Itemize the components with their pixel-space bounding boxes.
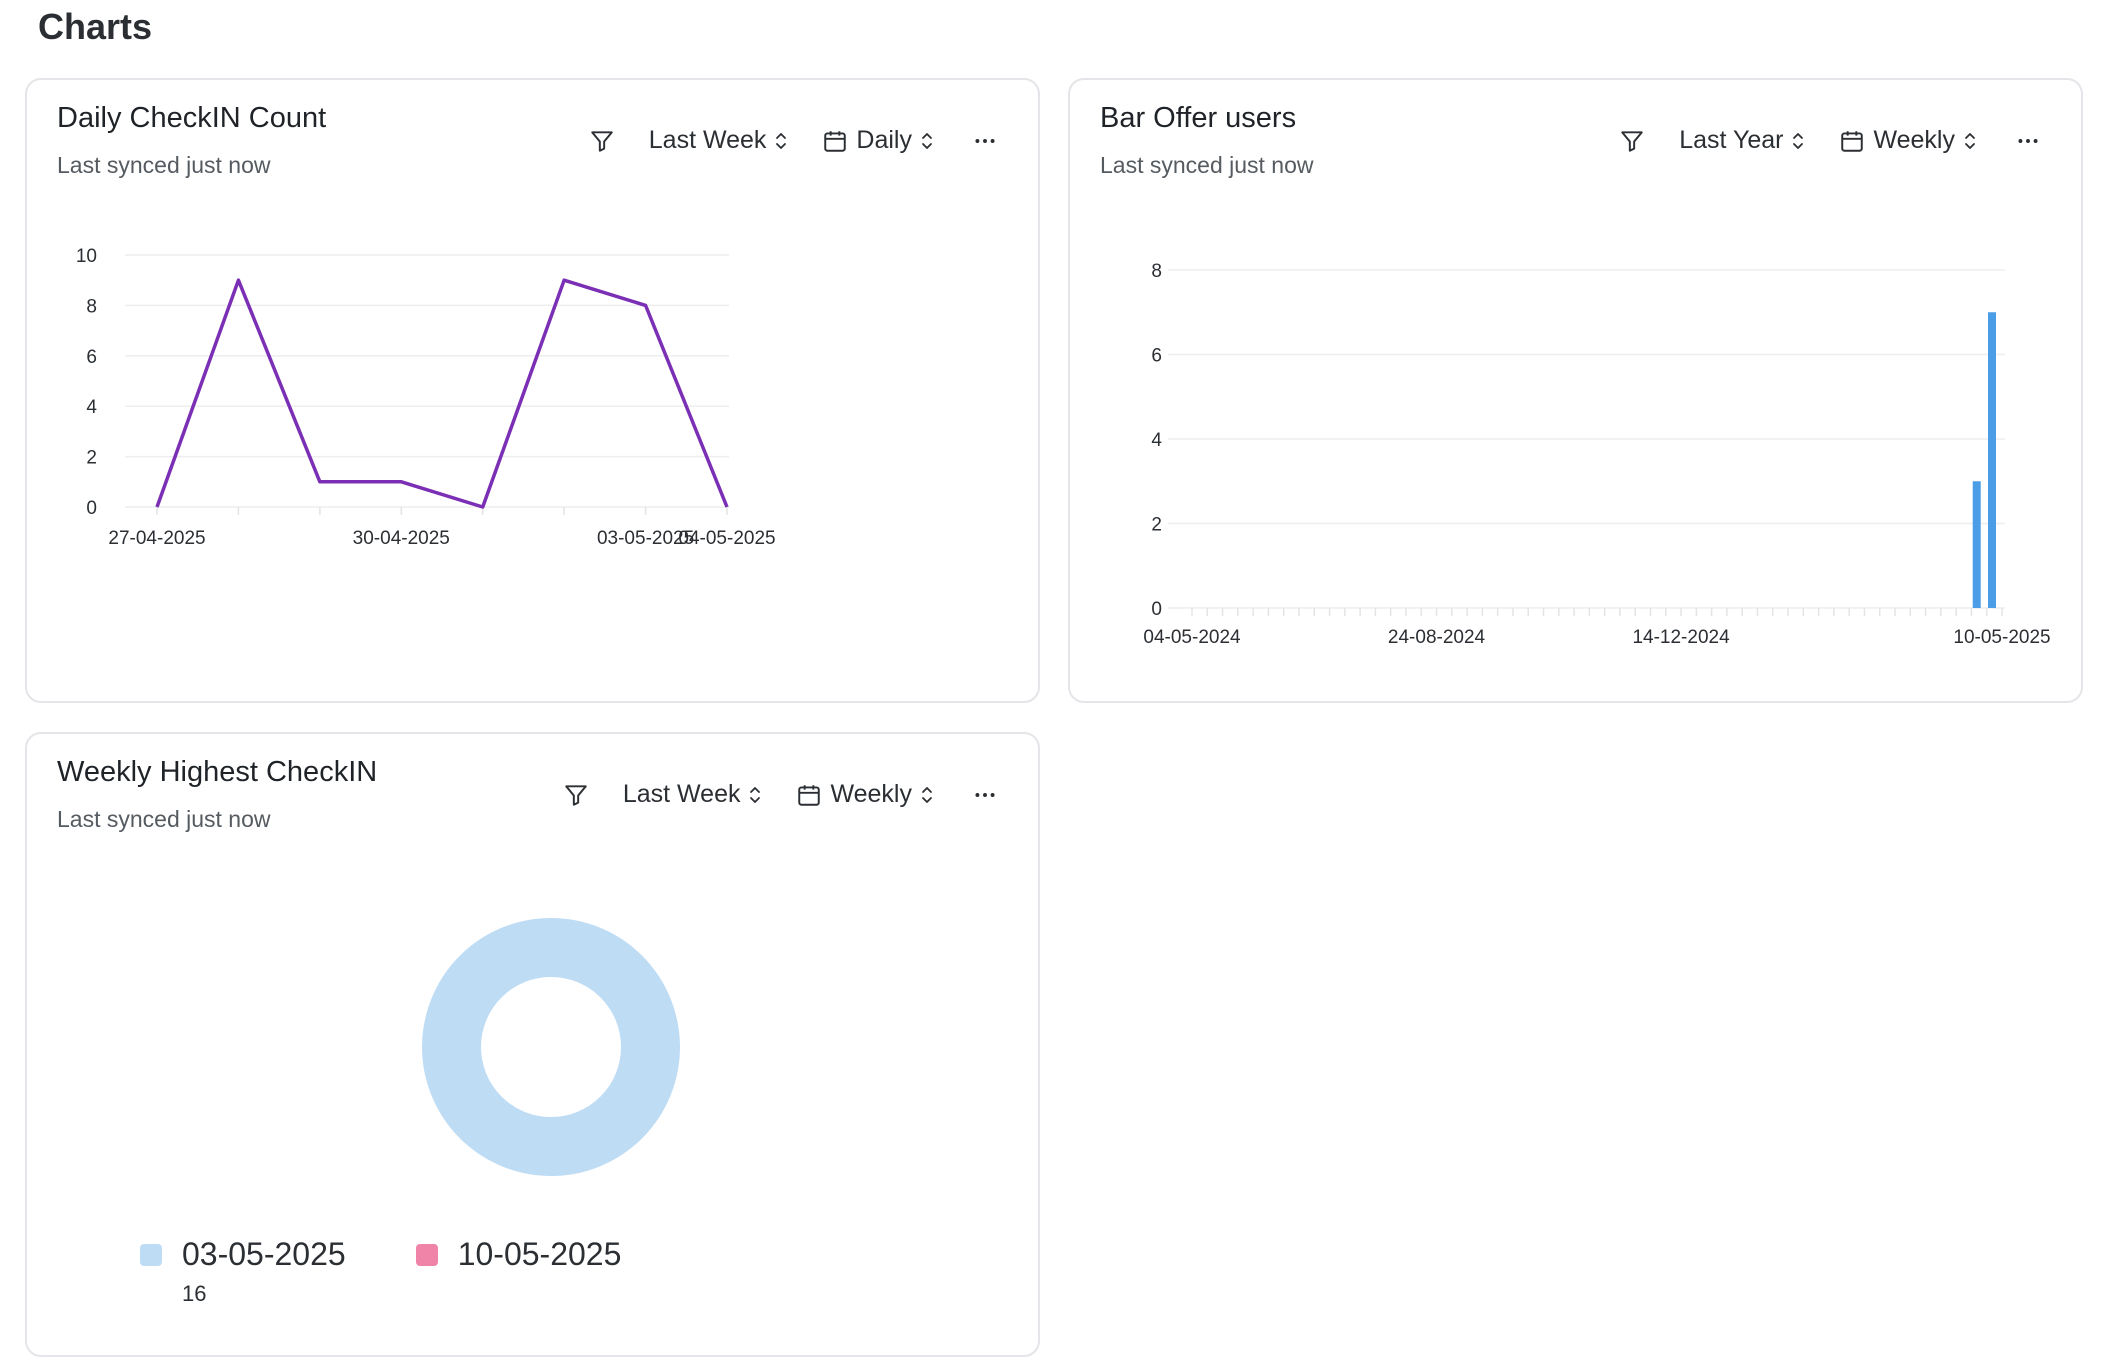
sync-status: Last synced just now	[57, 806, 271, 832]
chart-legend: 03-05-2025 16 10-05-2025	[140, 1236, 621, 1307]
period-label: Last Week	[622, 780, 741, 808]
calendar-icon	[824, 130, 847, 152]
y-tick-label: 4	[86, 397, 97, 418]
more-horizontal-icon	[975, 792, 995, 797]
period-label: Last Year	[1679, 126, 1784, 154]
y-tick-label: 2	[1151, 515, 1162, 536]
chevron-up-down-icon	[776, 132, 787, 149]
interval-select[interactable]: Weekly	[1839, 126, 1977, 155]
card-title: Weekly Highest CheckIN	[57, 756, 378, 788]
y-tick-label: 0	[1151, 599, 1162, 620]
calendar-icon	[798, 784, 821, 806]
chevron-up-down-icon	[750, 786, 761, 803]
card-title: Daily CheckIN Count	[57, 102, 327, 134]
period-select[interactable]: Last Year	[1679, 126, 1805, 155]
card-title: Bar Offer users	[1100, 102, 1297, 134]
filter-icon	[565, 784, 587, 806]
filter-button[interactable]	[563, 782, 589, 808]
x-tick-label: 30-04-2025	[353, 528, 450, 549]
filter-button[interactable]	[1619, 128, 1645, 154]
chevron-up-down-icon	[922, 132, 932, 149]
interval-label: Weekly	[1873, 126, 1955, 154]
y-tick-label: 4	[1151, 430, 1162, 451]
interval-label: Daily	[856, 126, 912, 154]
filter-icon	[1621, 130, 1643, 152]
legend-item[interactable]: 03-05-2025 16	[140, 1236, 346, 1307]
legend-swatch	[415, 1243, 438, 1266]
x-tick-label: 24-08-2024	[1388, 627, 1486, 648]
y-tick-label: 0	[86, 498, 97, 519]
bar	[1972, 481, 1981, 608]
card-controls: Last Week Daily	[589, 126, 998, 155]
period-select[interactable]: Last Week	[623, 780, 763, 809]
period-select[interactable]: Last Week	[649, 126, 789, 155]
legend-item[interactable]: 10-05-2025	[415, 1236, 622, 1307]
legend-label: 03-05-2025	[182, 1236, 346, 1272]
y-tick-label: 8	[1151, 261, 1162, 282]
more-options-button[interactable]	[2015, 128, 2041, 154]
y-tick-label: 6	[86, 347, 97, 368]
chart-card-bar-offer-users: Bar Offer users Last synced just now Las…	[1068, 78, 2083, 703]
page-title: Charts	[38, 6, 153, 47]
chart-card-daily-checkin: Daily CheckIN Count Last synced just now…	[25, 78, 1040, 703]
y-tick-label: 6	[1151, 346, 1162, 367]
y-tick-label: 2	[86, 448, 97, 469]
interval-select[interactable]: Daily	[822, 126, 934, 155]
pie-slice	[422, 918, 680, 1176]
legend-value	[458, 1281, 622, 1307]
more-options-button[interactable]	[972, 128, 998, 154]
daily-checkin-line-chart: 0 2 4 6 8 10 27-04-2025 30-04-2025 03-05-202504-…	[76, 246, 776, 549]
filter-icon	[591, 130, 613, 152]
calendar-icon	[1841, 130, 1864, 152]
interval-label: Weekly	[830, 780, 912, 808]
series-line	[155, 278, 729, 509]
x-tick-label: 03-05-2025	[597, 528, 694, 549]
x-tick-label: 04-05-2024	[1143, 627, 1241, 648]
x-tick-label: 14-12-2024	[1632, 627, 1730, 648]
card-controls: Last Year Weekly	[1619, 126, 2041, 155]
card-controls: Last Week Weekly	[563, 780, 998, 809]
sync-status: Last synced just now	[1100, 152, 1314, 178]
legend-value: 16	[182, 1281, 207, 1306]
interval-select[interactable]: Weekly	[796, 780, 934, 809]
filter-button[interactable]	[589, 128, 615, 154]
chevron-up-down-icon	[1793, 132, 1804, 149]
chevron-up-down-icon	[922, 786, 932, 803]
sync-status: Last synced just now	[57, 152, 271, 178]
x-tick-label: 10-05-2025	[1953, 627, 2050, 648]
bar	[1988, 312, 1996, 608]
bar-offer-users-bar-chart: 0 2 4 6 8 04-05-2024 24-08-2024 14-12-2024 10-05…	[1143, 261, 2050, 648]
weekly-highest-checkin-donut-chart	[422, 918, 680, 1176]
y-tick-label: 10	[76, 246, 97, 267]
period-label: Last Week	[648, 126, 767, 154]
legend-swatch	[140, 1243, 162, 1266]
more-horizontal-icon	[975, 138, 995, 143]
chart-card-weekly-highest-checkin: Weekly Highest CheckIN Last synced just …	[25, 732, 1040, 1357]
legend-label: 10-05-2025	[457, 1236, 622, 1272]
chevron-up-down-icon	[1965, 132, 1975, 149]
x-tick-label: 04-05-2025	[678, 528, 775, 549]
more-options-button[interactable]	[972, 782, 998, 808]
more-horizontal-icon	[2018, 138, 2038, 143]
y-tick-label: 8	[86, 296, 97, 317]
x-tick-label: 27-04-2025	[108, 528, 205, 549]
